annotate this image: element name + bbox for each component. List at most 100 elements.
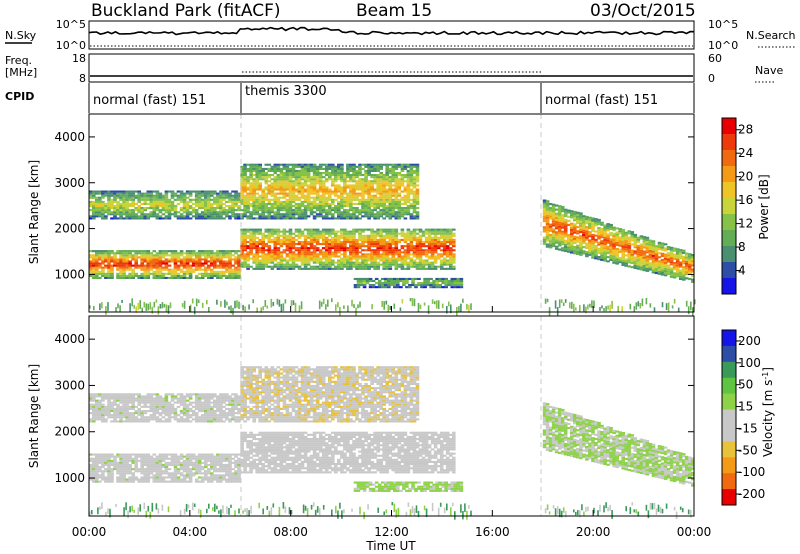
power-cell — [107, 192, 111, 195]
power-cell — [328, 190, 332, 193]
power-cell — [324, 205, 329, 208]
power-cell — [367, 198, 371, 201]
power-cell — [415, 184, 420, 187]
power-cell — [270, 267, 275, 270]
power-cell — [306, 205, 311, 208]
power-cell — [545, 225, 550, 228]
power-cell — [276, 198, 281, 201]
power-cell — [300, 251, 305, 254]
power-cell — [170, 258, 175, 261]
power-cell — [258, 176, 262, 179]
power-cell — [282, 249, 287, 252]
power-cell — [315, 228, 320, 231]
power-cell — [125, 262, 129, 265]
power-cell — [191, 198, 196, 201]
power-cell — [597, 227, 601, 230]
power-cell — [597, 233, 601, 236]
power-cell — [358, 267, 362, 270]
power-cell — [328, 234, 332, 237]
power-cell — [273, 184, 278, 187]
power-cell — [382, 178, 386, 181]
power-cell — [324, 192, 329, 195]
power-cell — [270, 192, 275, 195]
power-cell — [379, 263, 383, 266]
power-cell — [364, 192, 368, 195]
power-cell — [621, 259, 625, 262]
power-cell — [288, 209, 293, 212]
power-cell — [548, 240, 553, 243]
power-cell — [663, 268, 668, 271]
power-band-3 — [240, 163, 420, 220]
power-cell — [267, 241, 272, 244]
power-cell — [279, 263, 284, 266]
power-cell — [361, 178, 365, 181]
power-cell — [324, 209, 329, 212]
power-cell — [678, 255, 683, 258]
power-cell — [563, 245, 568, 248]
power-cell — [158, 198, 163, 201]
power-cell — [406, 230, 411, 233]
power-cell — [303, 253, 308, 256]
power-cell — [340, 215, 344, 218]
power-cell — [376, 202, 380, 205]
power-cell — [353, 277, 358, 280]
power-cell — [161, 209, 166, 212]
power-cell — [297, 267, 302, 270]
power-cell — [101, 202, 105, 205]
power-cell — [179, 250, 184, 253]
power-cell — [352, 232, 356, 235]
power-cell — [385, 230, 389, 233]
power-cell — [261, 259, 265, 262]
power-cell — [334, 207, 338, 210]
velocity-cell — [92, 472, 96, 475]
power-cell — [430, 263, 435, 266]
power-cell — [657, 272, 662, 275]
power-cell — [612, 243, 616, 246]
power-cell — [361, 209, 365, 212]
power-cell — [321, 241, 326, 244]
power-cell — [349, 184, 353, 187]
power-cell — [331, 259, 335, 262]
power-cell — [143, 202, 148, 205]
power-cell — [361, 263, 365, 266]
power-cell — [391, 251, 396, 254]
power-cell — [261, 172, 265, 175]
power-cell — [101, 217, 105, 220]
power-cell — [294, 176, 299, 179]
power-cell — [639, 264, 644, 267]
power-cell — [675, 250, 680, 253]
power-cell — [318, 190, 323, 193]
power-cell — [107, 205, 111, 208]
power-cell — [173, 270, 178, 273]
power-cell — [570, 228, 574, 231]
power-cell — [125, 217, 129, 220]
power-cell — [243, 180, 247, 183]
power-cell — [167, 200, 172, 203]
power-cell — [119, 274, 123, 277]
power-cell — [139, 300, 141, 309]
power-cell — [642, 254, 647, 257]
power-cell — [101, 192, 105, 195]
power-cell — [442, 236, 447, 239]
power-cell — [140, 264, 144, 267]
power-cell — [312, 169, 317, 172]
power-cell — [261, 213, 265, 216]
power-cell — [237, 254, 241, 257]
power-cell — [688, 257, 692, 260]
power-cell — [409, 169, 414, 172]
power-cell — [542, 220, 547, 223]
power-cell — [95, 266, 99, 269]
power-cell — [353, 304, 355, 308]
power-cell — [197, 202, 202, 205]
power-cell — [645, 267, 650, 270]
power-cell — [225, 192, 229, 195]
power-cell — [213, 252, 217, 255]
power-cell — [176, 196, 181, 199]
power-cell — [612, 226, 616, 229]
power-cell — [104, 209, 108, 212]
power-cell — [334, 251, 338, 254]
velocity-cell — [98, 470, 102, 473]
power-cell — [197, 264, 202, 267]
power-cell — [225, 200, 229, 203]
power-cell — [358, 232, 362, 235]
